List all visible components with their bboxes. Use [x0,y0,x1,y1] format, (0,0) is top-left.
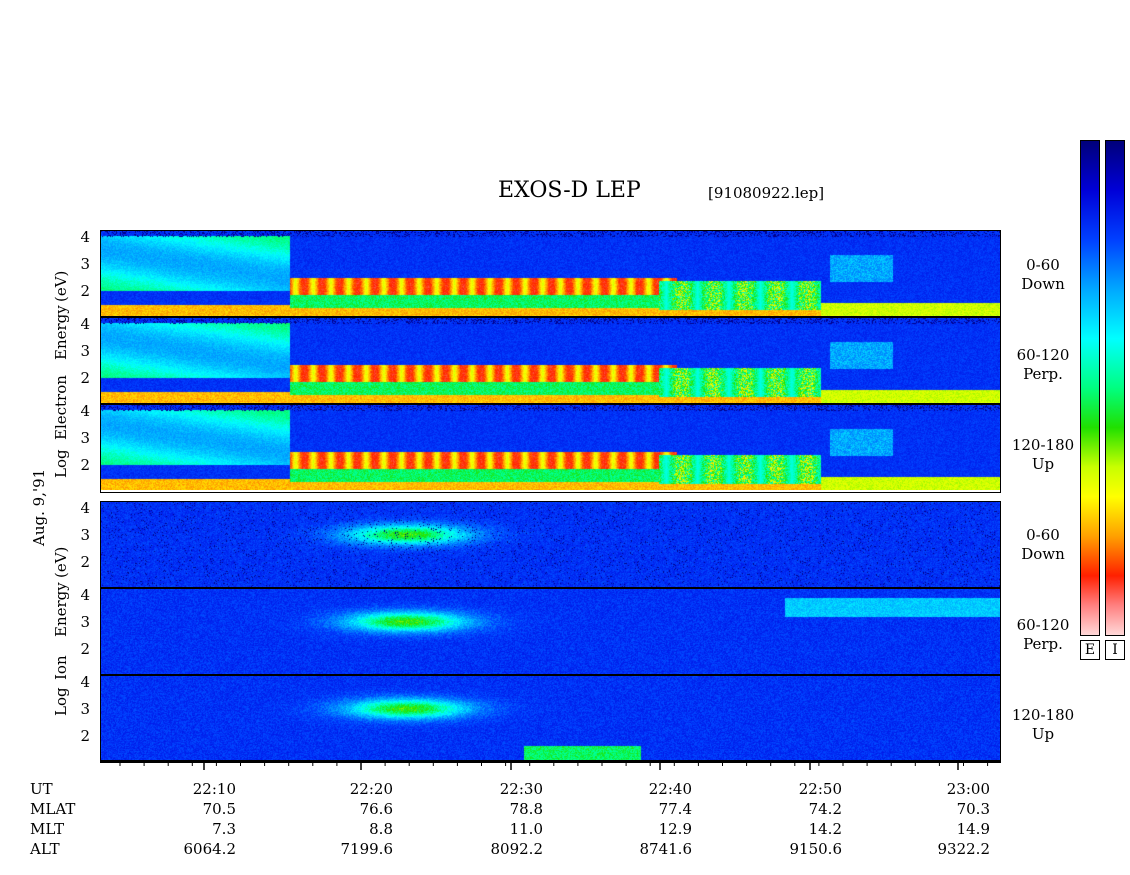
x-axis-alt-value: 8741.6 [639,840,693,858]
ion-y-label-1: Log [52,687,70,716]
y-tick-label: 4 [80,673,90,691]
x-axis-mlat-value: 77.4 [658,800,692,818]
electron-colorbar [1080,140,1100,636]
row-label-ut: UT [30,780,53,798]
ion-y-label-3: Energy [52,582,70,637]
x-axis-mlat-value: 74.2 [808,800,842,818]
x-axis-mlat-value: 78.8 [509,800,543,818]
x-axis-ut-value: 22:20 [349,780,393,798]
x-axis-alt-value: 8092.2 [490,840,544,858]
electron-frame [100,230,1001,493]
row-label-alt: ALT [30,840,60,858]
x-axis-mlat-value: 76.6 [359,800,393,818]
chart-title: EXOS-D LEP [498,178,641,203]
panel-label-i-down: 0-60 Down [1021,526,1065,563]
electron-down-panel [101,231,1000,316]
x-axis-mlt-value: 14.9 [956,820,990,838]
spectrogram-canvas [101,502,1000,587]
x-axis-mlt-value: 7.3 [212,820,236,838]
y-tick-label: 4 [80,228,90,246]
y-tick-label: 2 [80,282,90,300]
y-tick-label: 4 [80,315,90,333]
x-axis-mlt-value: 8.8 [369,820,393,838]
electron-y-label-3: Energy [52,305,70,360]
electron-up-panel [101,405,1000,490]
x-axis-alt-value: 9322.2 [937,840,991,858]
ion-down-panel [101,502,1000,587]
x-axis-mlat-value: 70.3 [956,800,990,818]
date-label: Aug. 9,'91 [30,468,48,546]
row-label-mlat: MLAT [30,800,76,818]
electron-colorbar-label: E [1080,640,1100,660]
ion-y-label-2: Ion [52,655,70,680]
y-tick-label: 2 [80,727,90,745]
x-axis-ut-value: 22:50 [798,780,842,798]
panel-label-i-up: 120-180 Up [1011,706,1075,743]
x-axis-ut-value: 22:10 [192,780,236,798]
file-name: [91080922.lep] [708,184,825,202]
electron-perp-panel [101,318,1000,403]
x-axis-ut-value: 22:30 [499,780,543,798]
y-tick-label: 3 [80,526,90,544]
panel-label-i-perp: 60-120 Perp. [1016,616,1070,653]
ion-perp-panel [101,589,1000,674]
x-axis-ticks [100,760,1001,770]
x-axis-ut-value: 22:40 [648,780,692,798]
x-axis-alt-value: 7199.6 [340,840,394,858]
ion-y-label-4: (eV) [52,546,70,578]
x-axis-mlat-value: 70.5 [202,800,236,818]
ion-up-panel [101,676,1000,761]
x-axis-mlt-value: 11.0 [509,820,543,838]
x-axis-mlt-value: 12.9 [658,820,692,838]
spectrogram-canvas [101,318,1000,403]
ion-frame [100,501,1001,763]
x-axis-ut-value: 23:00 [946,780,990,798]
x-axis-alt-value: 6064.2 [183,840,237,858]
row-label-mlt: MLT [30,820,65,838]
y-tick-label: 2 [80,369,90,387]
y-tick-label: 4 [80,402,90,420]
y-tick-label: 4 [80,499,90,517]
electron-y-label-1: Log [52,449,70,478]
spectrogram-canvas [101,231,1000,316]
electron-y-label-4: (eV) [52,270,70,302]
y-tick-label: 3 [80,255,90,273]
x-axis-mlt-value: 14.2 [808,820,842,838]
spectrogram-canvas [101,405,1000,490]
electron-y-label-2: Electron [52,375,70,440]
y-tick-label: 3 [80,613,90,631]
panel-label-e-up: 120-180 Up [1011,436,1075,473]
y-tick-label: 3 [80,342,90,360]
y-tick-label: 2 [80,553,90,571]
y-tick-label: 2 [80,456,90,474]
ion-colorbar [1105,140,1125,636]
y-tick-label: 2 [80,640,90,658]
y-tick-label: 3 [80,700,90,718]
spectrogram-canvas [101,589,1000,674]
y-tick-label: 4 [80,586,90,604]
x-axis-alt-value: 9150.6 [789,840,843,858]
spectrogram-canvas [101,676,1000,761]
y-tick-label: 3 [80,429,90,447]
ion-colorbar-label: I [1105,640,1125,660]
panel-label-e-down: 0-60 Down [1021,256,1065,293]
panel-label-e-perp: 60-120 Perp. [1016,346,1070,383]
